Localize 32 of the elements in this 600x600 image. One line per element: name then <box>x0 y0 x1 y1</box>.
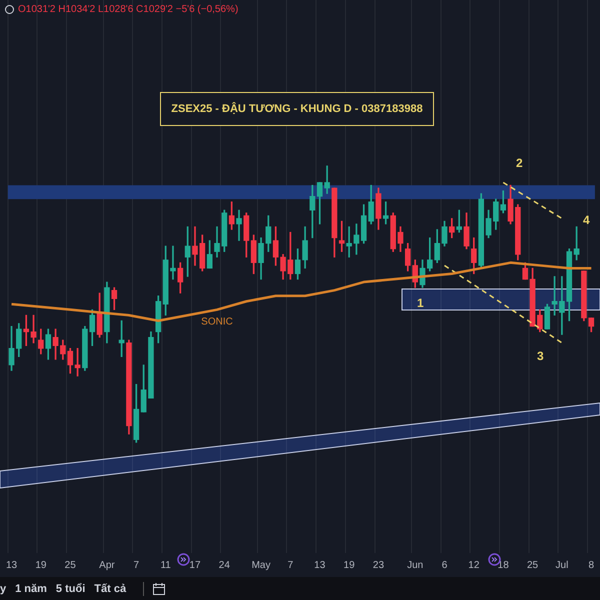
x-tick-label: May <box>252 560 270 571</box>
x-tick-label: 7 <box>134 560 140 571</box>
x-tick-label: 7 <box>288 560 294 571</box>
x-tick-label: 23 <box>372 560 384 571</box>
annotation: 3 <box>537 349 544 363</box>
series-label: SONIC <box>201 316 233 328</box>
text: y <box>0 582 6 594</box>
x-tick-label: 11 <box>160 560 172 571</box>
annotation: 2 <box>516 156 523 170</box>
x-tick-label: 25 <box>527 560 539 571</box>
text: Tất cả <box>94 582 126 594</box>
x-tick-label: 25 <box>64 560 76 571</box>
chart-title: ZSEX25 - ĐẬU TƯƠNG - KHUNG D - 0387183988 <box>160 92 434 126</box>
x-tick-label: 13 <box>314 560 326 571</box>
text: 5 tuổi <box>56 582 86 594</box>
x-tick-label: 19 <box>344 560 356 571</box>
x-tick-label: Jun <box>407 560 424 571</box>
x-tick-label: 24 <box>218 560 230 571</box>
x-tick-label: 8 <box>588 560 594 571</box>
x-tick-label: 6 <box>442 560 448 571</box>
x-tick-label: 19 <box>35 560 47 571</box>
x-tick-label: Jul <box>556 560 568 571</box>
x-tick-label: 17 <box>189 560 201 571</box>
annotation: 1 <box>417 296 424 310</box>
annotation: 4 <box>583 213 590 227</box>
x-tick-label: 18 <box>498 560 510 571</box>
x-tick-label: 13 <box>6 560 18 571</box>
chart-subtitle: O1031'2 H1034'2 L1028'6 C1029'2 −5'6 (−0,56%) <box>18 4 238 15</box>
x-tick-label: Apr <box>99 560 116 571</box>
text: 1 năm <box>15 582 47 594</box>
candlestick <box>236 210 242 241</box>
x-tick-label: 12 <box>468 560 480 571</box>
